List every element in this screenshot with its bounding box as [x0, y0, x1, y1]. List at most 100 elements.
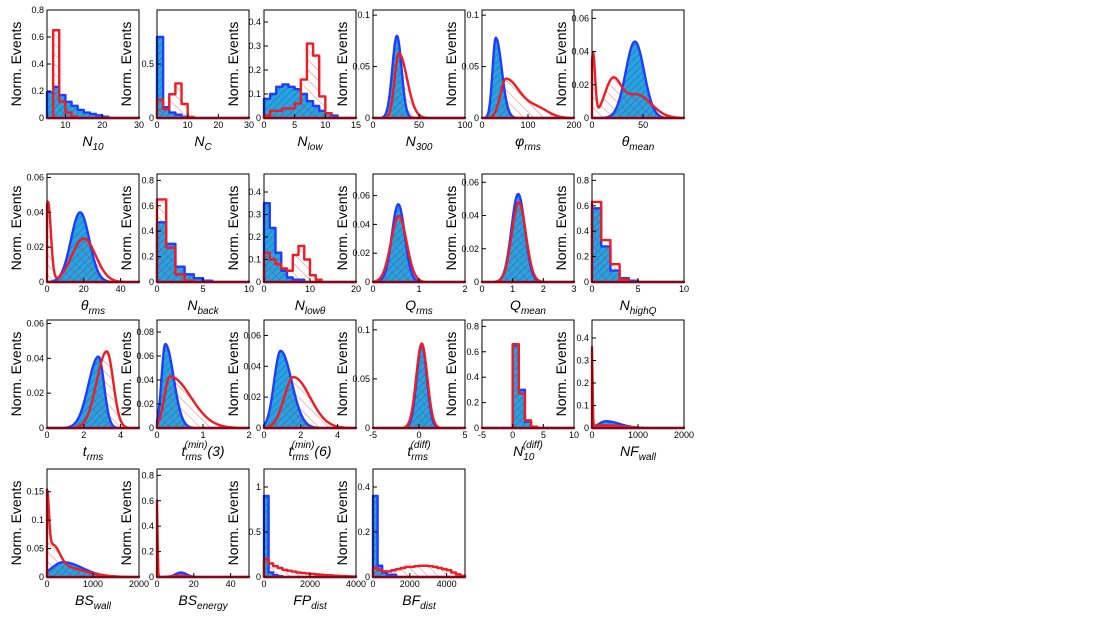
- y-tick-label: 0: [365, 113, 370, 123]
- y-tick-label: 0.8: [141, 470, 154, 480]
- x-tick-label: 2: [462, 284, 467, 294]
- x-tick-label: 10: [183, 120, 193, 130]
- x-tick-label: 2: [81, 430, 86, 440]
- x-axis-label-NhighQ: NhighQ: [620, 297, 657, 317]
- x-tick-label: -5: [478, 430, 486, 440]
- x-axis-label-NFwall: NFwall: [620, 443, 657, 463]
- y-tick-label: 0.04: [26, 353, 44, 363]
- y-tick-label: 0: [149, 572, 154, 582]
- background-hatch-Qrms: [373, 215, 465, 282]
- plot-frame-BFdist: [372, 468, 466, 578]
- plot-frame-N10diff: [481, 319, 575, 429]
- x-tick-label: 100: [457, 120, 472, 130]
- x-tick-label: 5: [292, 120, 297, 130]
- y-tick-label: 0.4: [466, 372, 479, 382]
- x-tick-label: 0: [370, 284, 375, 294]
- x-tick-label: 20: [79, 284, 89, 294]
- y-tick-label: 0.1: [248, 89, 261, 99]
- x-axis-label-trmsmin3: trms(min)(3): [181, 440, 224, 463]
- y-axis-label: Norm. Events: [8, 332, 24, 417]
- y-tick-label: 0.04: [461, 211, 479, 221]
- y-tick-label: 0.02: [243, 392, 261, 402]
- y-axis-label: Norm. Events: [443, 332, 459, 417]
- x-tick-label: 200: [566, 120, 581, 130]
- y-tick-label: 0.4: [31, 59, 44, 69]
- plot-frame-trms: [46, 319, 140, 429]
- y-axis-label: Norm. Events: [553, 186, 569, 271]
- x-tick-label: 0: [44, 579, 49, 589]
- background-hatch-Nlow: [264, 43, 356, 118]
- x-tick-label: 10: [320, 120, 330, 130]
- x-tick-label: 4000: [346, 579, 366, 589]
- x-tick-label: 3: [571, 284, 576, 294]
- y-tick-label: 0.06: [352, 191, 370, 201]
- x-axis-label-trmsmin6: trms(min)(6): [288, 440, 331, 463]
- x-axis-label-Qmean: Qmean: [510, 297, 546, 317]
- y-tick-label: 0.4: [576, 333, 589, 343]
- panel-Nlow: 0 5 10 15 0 0.1 0.2 0.3 0.4 Norm. Events Nlow: [225, 9, 361, 153]
- y-tick-label: 0.1: [576, 401, 589, 411]
- y-tick-label: 0: [584, 113, 589, 123]
- y-tick-label: 0.06: [136, 351, 154, 361]
- y-tick-label: 0: [39, 572, 44, 582]
- x-tick-label: 0: [261, 430, 266, 440]
- background-outline-phirms: [480, 77, 576, 120]
- y-tick-label: 0.02: [571, 80, 589, 90]
- y-tick-label: 0.2: [357, 527, 370, 537]
- plot-frame-Qmean: [481, 173, 575, 283]
- panel-NC: 0 10 20 30 0 0.5 Norm. Events NC: [118, 9, 254, 153]
- y-tick-label: 1: [256, 482, 261, 492]
- y-tick-label: 0.15: [26, 487, 44, 497]
- x-tick-label: 0: [510, 430, 515, 440]
- signal-fill-trms: [47, 356, 139, 428]
- y-tick-label: 0.02: [26, 388, 44, 398]
- x-axis-label-thetamean: θmean: [622, 133, 655, 153]
- y-tick-label: 0: [365, 572, 370, 582]
- y-tick-label: 0.06: [571, 13, 589, 23]
- signal-fill-thetamean: [592, 41, 684, 119]
- y-axis-label: Norm. Events: [334, 332, 350, 417]
- x-tick-label: 30: [244, 120, 254, 130]
- y-tick-label: 0.04: [136, 375, 154, 385]
- x-axis-label-phirms: φrms: [515, 133, 541, 153]
- x-tick-label: 10: [569, 430, 579, 440]
- x-tick-label: 0: [154, 120, 159, 130]
- panel-Nback: 0 5 10 0 0.2 0.4 0.6 0.8 Norm. Events Nback: [118, 173, 254, 317]
- y-axis-label: Norm. Events: [8, 22, 24, 107]
- x-axis-label-BSenergy: BSenergy: [178, 592, 228, 612]
- y-tick-label: 0.02: [26, 242, 44, 252]
- x-tick-label: 2000: [674, 430, 694, 440]
- x-tick-label: 1000: [83, 579, 103, 589]
- y-tick-label: 0.02: [461, 244, 479, 254]
- y-axis-label: Norm. Events: [225, 481, 241, 566]
- background-hatch-FPdist: [264, 559, 356, 577]
- x-tick-label: 4: [118, 430, 123, 440]
- y-axis-label: Norm. Events: [443, 186, 459, 271]
- y-tick-label: 0.05: [352, 62, 370, 72]
- y-tick-label: 0.4: [141, 226, 154, 236]
- x-tick-label: 0: [154, 284, 159, 294]
- y-tick-label: 0.4: [248, 187, 261, 197]
- y-tick-label: 0.2: [141, 252, 154, 262]
- x-tick-label: 0: [44, 430, 49, 440]
- y-tick-label: 0.05: [26, 544, 44, 554]
- y-tick-label: 0: [149, 277, 154, 287]
- y-tick-label: 0.05: [461, 62, 479, 72]
- y-tick-label: 0: [365, 423, 370, 433]
- x-tick-label: 0: [154, 579, 159, 589]
- y-tick-label: 0.3: [248, 210, 261, 220]
- y-axis-label: Norm. Events: [334, 186, 350, 271]
- plot-frame-Nlow: [263, 9, 357, 119]
- background-outline-NFwall: [590, 345, 686, 430]
- x-axis-label-Nlowtheta: Nlowθ: [295, 297, 326, 317]
- y-axis-label: Norm. Events: [334, 481, 350, 566]
- y-tick-label: 0: [149, 423, 154, 433]
- x-tick-label: 1: [200, 430, 205, 440]
- background-outline-BFdist: [371, 564, 467, 579]
- y-axis-label: Norm. Events: [225, 22, 241, 107]
